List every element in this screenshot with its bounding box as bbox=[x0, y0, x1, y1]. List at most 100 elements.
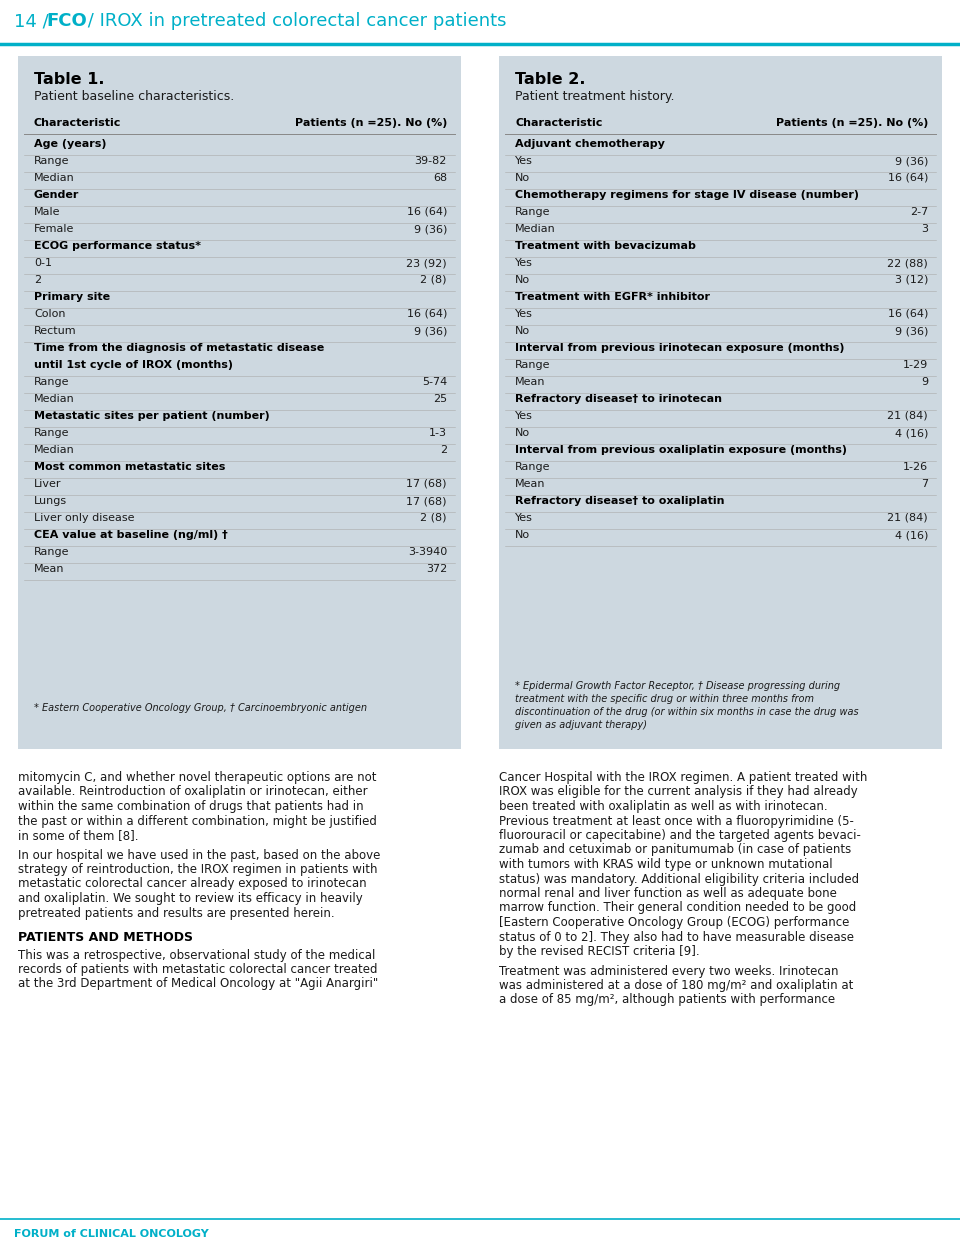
Text: discontinuation of the drug (or within six months in case the drug was: discontinuation of the drug (or within s… bbox=[515, 707, 858, 717]
Text: Median: Median bbox=[515, 224, 556, 234]
Text: Interval from previous irinotecan exposure (months): Interval from previous irinotecan exposu… bbox=[515, 343, 845, 353]
Bar bbox=[18, 56, 461, 750]
Text: * Epidermal Growth Factor Receptor, † Disease progressing during: * Epidermal Growth Factor Receptor, † Di… bbox=[515, 681, 840, 691]
Text: Mean: Mean bbox=[515, 377, 545, 387]
Text: Characteristic: Characteristic bbox=[34, 118, 121, 128]
Text: in some of them [8].: in some of them [8]. bbox=[18, 829, 138, 843]
Text: 25: 25 bbox=[433, 394, 447, 404]
Text: 16 (64): 16 (64) bbox=[407, 207, 447, 217]
Text: 1-26: 1-26 bbox=[902, 462, 928, 472]
Text: strategy of reintroduction, the IROX regimen in patients with: strategy of reintroduction, the IROX reg… bbox=[18, 864, 377, 876]
Text: 39-82: 39-82 bbox=[415, 156, 447, 166]
Text: 17 (68): 17 (68) bbox=[406, 479, 447, 489]
Text: No: No bbox=[515, 275, 530, 285]
Text: No: No bbox=[515, 530, 530, 540]
Text: 14 /: 14 / bbox=[14, 12, 55, 30]
Text: at the 3rd Department of Medical Oncology at "Agii Anargiri": at the 3rd Department of Medical Oncolog… bbox=[18, 978, 378, 990]
Text: Cancer Hospital with the IROX regimen. A patient treated with: Cancer Hospital with the IROX regimen. A… bbox=[499, 771, 868, 784]
Text: Chemotherapy regimens for stage IV disease (number): Chemotherapy regimens for stage IV disea… bbox=[515, 190, 859, 199]
Text: Yes: Yes bbox=[515, 156, 533, 166]
Text: 21 (84): 21 (84) bbox=[887, 411, 928, 421]
Text: 2-7: 2-7 bbox=[910, 207, 928, 217]
Text: 9 (36): 9 (36) bbox=[895, 156, 928, 166]
Text: Yes: Yes bbox=[515, 411, 533, 421]
Text: Previous treatment at least once with a fluoropyrimidine (5-: Previous treatment at least once with a … bbox=[499, 814, 853, 828]
Text: * Eastern Cooperative Oncology Group, † Carcinoembryonic antigen: * Eastern Cooperative Oncology Group, † … bbox=[34, 703, 367, 712]
Text: Refractory disease† to irinotecan: Refractory disease† to irinotecan bbox=[515, 394, 722, 404]
Text: 16 (64): 16 (64) bbox=[407, 309, 447, 318]
Text: Yes: Yes bbox=[515, 513, 533, 523]
Text: 23 (92): 23 (92) bbox=[406, 258, 447, 268]
Text: 4 (16): 4 (16) bbox=[895, 530, 928, 540]
Text: given as adjuvant therapy): given as adjuvant therapy) bbox=[515, 720, 647, 730]
Text: 2 (8): 2 (8) bbox=[420, 275, 447, 285]
Text: 9 (36): 9 (36) bbox=[414, 224, 447, 234]
Text: was administered at a dose of 180 mg/m² and oxaliplatin at: was administered at a dose of 180 mg/m² … bbox=[499, 979, 853, 992]
Text: 1-3: 1-3 bbox=[429, 427, 447, 439]
Text: 17 (68): 17 (68) bbox=[406, 496, 447, 506]
Text: Liver only disease: Liver only disease bbox=[34, 513, 134, 523]
Text: Patient baseline characteristics.: Patient baseline characteristics. bbox=[34, 90, 234, 103]
Text: [Eastern Cooperative Oncology Group (ECOG) performance: [Eastern Cooperative Oncology Group (ECO… bbox=[499, 916, 850, 929]
Text: 16 (64): 16 (64) bbox=[888, 309, 928, 318]
Text: 9: 9 bbox=[921, 377, 928, 387]
Text: Interval from previous oxaliplatin exposure (months): Interval from previous oxaliplatin expos… bbox=[515, 445, 847, 455]
Text: No: No bbox=[515, 173, 530, 183]
Text: ECOG performance status*: ECOG performance status* bbox=[34, 242, 201, 252]
Text: PATIENTS AND METHODS: PATIENTS AND METHODS bbox=[18, 930, 193, 944]
Text: a dose of 85 mg/m², although patients with performance: a dose of 85 mg/m², although patients wi… bbox=[499, 994, 835, 1006]
Text: Characteristic: Characteristic bbox=[515, 118, 602, 128]
Text: Treatment with EGFR* inhibitor: Treatment with EGFR* inhibitor bbox=[515, 292, 710, 302]
Text: Yes: Yes bbox=[515, 258, 533, 268]
Text: by the revised RECIST criteria [9].: by the revised RECIST criteria [9]. bbox=[499, 945, 700, 958]
Text: Lungs: Lungs bbox=[34, 496, 67, 506]
Text: Median: Median bbox=[34, 394, 75, 404]
Text: 5-74: 5-74 bbox=[421, 377, 447, 387]
Text: Table 1.: Table 1. bbox=[34, 72, 105, 87]
Text: In our hospital we have used in the past, based on the above: In our hospital we have used in the past… bbox=[18, 849, 380, 861]
Text: status) was mandatory. Additional eligibility criteria included: status) was mandatory. Additional eligib… bbox=[499, 872, 859, 886]
Text: Treatment was administered every two weeks. Irinotecan: Treatment was administered every two wee… bbox=[499, 964, 838, 978]
Text: status of 0 to 2]. They also had to have measurable disease: status of 0 to 2]. They also had to have… bbox=[499, 930, 854, 944]
Text: / IROX in pretreated colorectal cancer patients: / IROX in pretreated colorectal cancer p… bbox=[82, 12, 507, 30]
Text: Range: Range bbox=[34, 546, 69, 558]
Text: until 1st cycle of IROX (months): until 1st cycle of IROX (months) bbox=[34, 361, 233, 370]
Text: 3-3940: 3-3940 bbox=[408, 546, 447, 558]
Text: 1-29: 1-29 bbox=[902, 361, 928, 370]
Text: Metastatic sites per patient (number): Metastatic sites per patient (number) bbox=[34, 411, 270, 421]
Text: Treatment with bevacizumab: Treatment with bevacizumab bbox=[515, 242, 696, 252]
Text: the past or within a different combination, might be justified: the past or within a different combinati… bbox=[18, 814, 377, 828]
Text: 4 (16): 4 (16) bbox=[895, 427, 928, 439]
Text: Gender: Gender bbox=[34, 190, 80, 199]
Text: 0-1: 0-1 bbox=[34, 258, 52, 268]
Text: mitomycin C, and whether novel therapeutic options are not: mitomycin C, and whether novel therapeut… bbox=[18, 771, 376, 784]
Text: 2 (8): 2 (8) bbox=[420, 513, 447, 523]
Text: Rectum: Rectum bbox=[34, 326, 77, 336]
Text: Median: Median bbox=[34, 173, 75, 183]
Text: Liver: Liver bbox=[34, 479, 61, 489]
Text: 2: 2 bbox=[34, 275, 41, 285]
Text: Colon: Colon bbox=[34, 309, 65, 318]
Text: Range: Range bbox=[34, 377, 69, 387]
Text: Female: Female bbox=[34, 224, 74, 234]
Text: Range: Range bbox=[34, 156, 69, 166]
Text: Range: Range bbox=[34, 427, 69, 439]
Text: within the same combination of drugs that patients had in: within the same combination of drugs tha… bbox=[18, 800, 364, 813]
Text: CEA value at baseline (ng/ml) †: CEA value at baseline (ng/ml) † bbox=[34, 530, 228, 540]
Text: with tumors with KRAS wild type or unknown mutational: with tumors with KRAS wild type or unkno… bbox=[499, 857, 832, 871]
Text: 16 (64): 16 (64) bbox=[888, 173, 928, 183]
Text: normal renal and liver function as well as adequate bone: normal renal and liver function as well … bbox=[499, 887, 837, 900]
Text: Male: Male bbox=[34, 207, 60, 217]
Text: 21 (84): 21 (84) bbox=[887, 513, 928, 523]
Text: Most common metastatic sites: Most common metastatic sites bbox=[34, 462, 226, 472]
Text: been treated with oxaliplatin as well as with irinotecan.: been treated with oxaliplatin as well as… bbox=[499, 800, 828, 813]
Text: Age (years): Age (years) bbox=[34, 139, 107, 149]
Text: 9 (36): 9 (36) bbox=[895, 326, 928, 336]
Text: FORUM of CLINICAL ONCOLOGY: FORUM of CLINICAL ONCOLOGY bbox=[14, 1229, 208, 1239]
Text: 3 (12): 3 (12) bbox=[895, 275, 928, 285]
Text: fluorouracil or capecitabine) and the targeted agents bevaci-: fluorouracil or capecitabine) and the ta… bbox=[499, 829, 861, 843]
Text: zumab and cetuximab or panitumumab (in case of patients: zumab and cetuximab or panitumumab (in c… bbox=[499, 844, 852, 856]
Text: 2: 2 bbox=[440, 445, 447, 455]
Text: 7: 7 bbox=[921, 479, 928, 489]
Text: Range: Range bbox=[515, 361, 550, 370]
